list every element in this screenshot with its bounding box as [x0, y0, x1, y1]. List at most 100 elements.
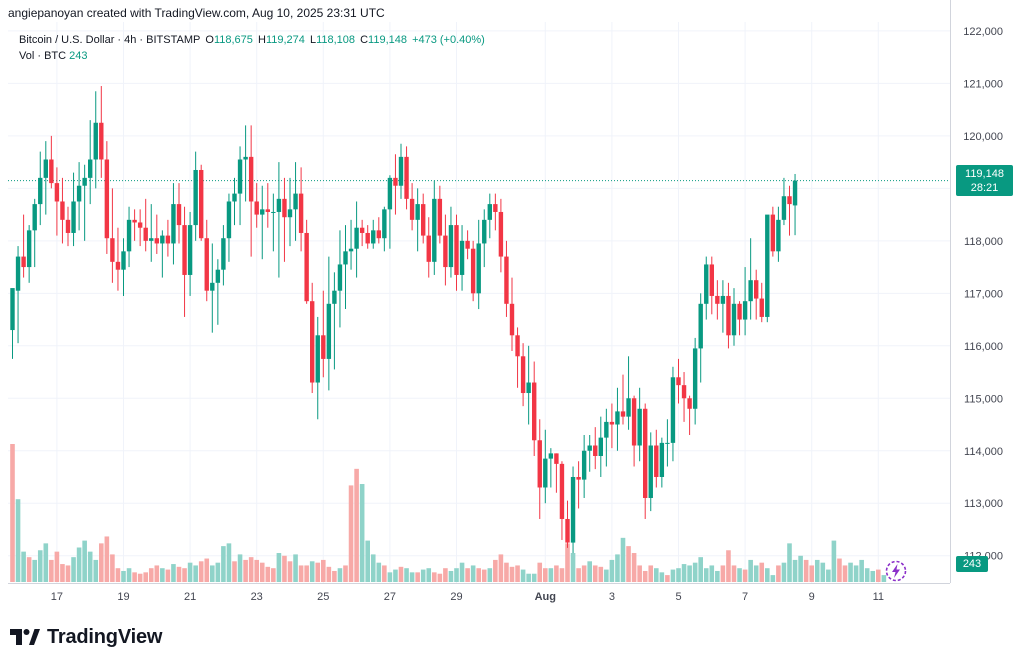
candle — [10, 288, 15, 359]
candle-body — [232, 193, 237, 202]
candle-body — [193, 169, 198, 226]
volume-bar — [65, 565, 71, 582]
x-tick-label: 21 — [184, 591, 196, 603]
volume-bar — [326, 566, 332, 582]
candle-body — [742, 301, 748, 320]
symbol-legend[interactable]: Bitcoin / U.S. Dollar · 4h · BITSTAMP O1… — [19, 34, 487, 46]
candle — [315, 316, 320, 420]
candle — [176, 183, 182, 244]
volume-bar — [765, 568, 770, 582]
volume-bar — [221, 546, 226, 582]
candle — [371, 219, 376, 249]
candle — [165, 219, 171, 257]
volume-bar — [820, 562, 826, 582]
candle — [49, 135, 54, 189]
volume-bar — [509, 566, 515, 582]
candle — [570, 466, 576, 554]
candle — [426, 217, 431, 278]
volume-bar — [831, 540, 837, 582]
volume-bar — [259, 562, 265, 582]
candle — [631, 395, 637, 467]
candle — [565, 500, 570, 548]
symbol-name[interactable]: Bitcoin / U.S. Dollar · 4h · BITSTAMP — [19, 34, 201, 46]
candle — [337, 230, 343, 328]
volume-bar — [432, 572, 437, 582]
x-tick-label: 23 — [251, 591, 263, 603]
candle-body — [626, 398, 631, 417]
volume-bar — [459, 562, 465, 582]
candle-body — [487, 204, 492, 220]
candle-body — [559, 463, 565, 519]
candle-body — [781, 196, 787, 220]
volume-bar — [126, 568, 132, 582]
candle — [421, 193, 426, 244]
candle — [310, 282, 315, 394]
close-label: C — [360, 34, 369, 46]
volume-bar — [193, 565, 198, 582]
candle — [171, 183, 176, 265]
candles — [10, 86, 798, 554]
volume-bar — [309, 561, 315, 582]
candle — [304, 219, 309, 304]
candle-body — [537, 440, 542, 488]
candle — [143, 198, 148, 252]
volume-bar — [21, 551, 26, 582]
candle-body — [754, 280, 759, 299]
volume-bar — [49, 559, 54, 582]
last-price-value: 119,148 — [965, 168, 1004, 180]
candle-body — [687, 398, 692, 409]
candle-body — [482, 219, 487, 244]
y-tick-label: 121,000 — [963, 78, 1003, 90]
candle — [132, 209, 137, 241]
volume-bar — [304, 565, 309, 582]
candle-body — [676, 377, 681, 386]
volume-bar — [426, 568, 432, 582]
candle — [237, 146, 243, 226]
volume-bar — [776, 565, 781, 582]
candle — [76, 162, 82, 231]
grid — [8, 22, 950, 583]
candle-body — [21, 256, 26, 268]
candle — [187, 211, 193, 296]
candle — [465, 230, 470, 260]
last-price-tag: 119,148 28:21 — [956, 165, 1013, 196]
volume-bar — [298, 565, 304, 582]
candle-body — [104, 159, 110, 239]
candle-body — [409, 198, 415, 220]
candle-body — [337, 264, 343, 291]
candle — [65, 206, 71, 247]
candle-body — [326, 303, 332, 359]
candle — [215, 259, 221, 325]
volume-bar — [321, 559, 326, 582]
candle — [543, 429, 548, 504]
candle-body — [731, 303, 737, 336]
candle — [759, 282, 764, 323]
open-value: 118,675 — [213, 34, 253, 46]
volume-bar — [404, 568, 409, 582]
volume-bar — [448, 570, 454, 582]
candle — [448, 206, 454, 278]
x-tick-label: 19 — [117, 591, 129, 603]
candle — [454, 214, 459, 291]
candle-body — [692, 348, 698, 409]
snapshot-icon[interactable] — [884, 559, 908, 583]
candle-body — [221, 238, 226, 270]
volume-bar — [110, 554, 115, 582]
tradingview-brand[interactable]: TradingView — [10, 624, 162, 650]
candle-body — [182, 225, 187, 275]
candle — [520, 343, 526, 407]
candle — [726, 282, 731, 349]
candle — [354, 201, 359, 278]
candle — [654, 429, 659, 488]
candle-body — [359, 227, 365, 233]
candle — [287, 177, 293, 247]
volume-legend[interactable]: Vol · BTC 243 — [19, 50, 87, 62]
candle-body — [631, 398, 637, 446]
candle-body — [237, 159, 243, 194]
volume-bar — [82, 540, 87, 582]
candle-body — [598, 437, 603, 457]
candle-body — [254, 201, 259, 215]
candle-body — [620, 411, 626, 417]
volume-bar — [243, 559, 248, 582]
